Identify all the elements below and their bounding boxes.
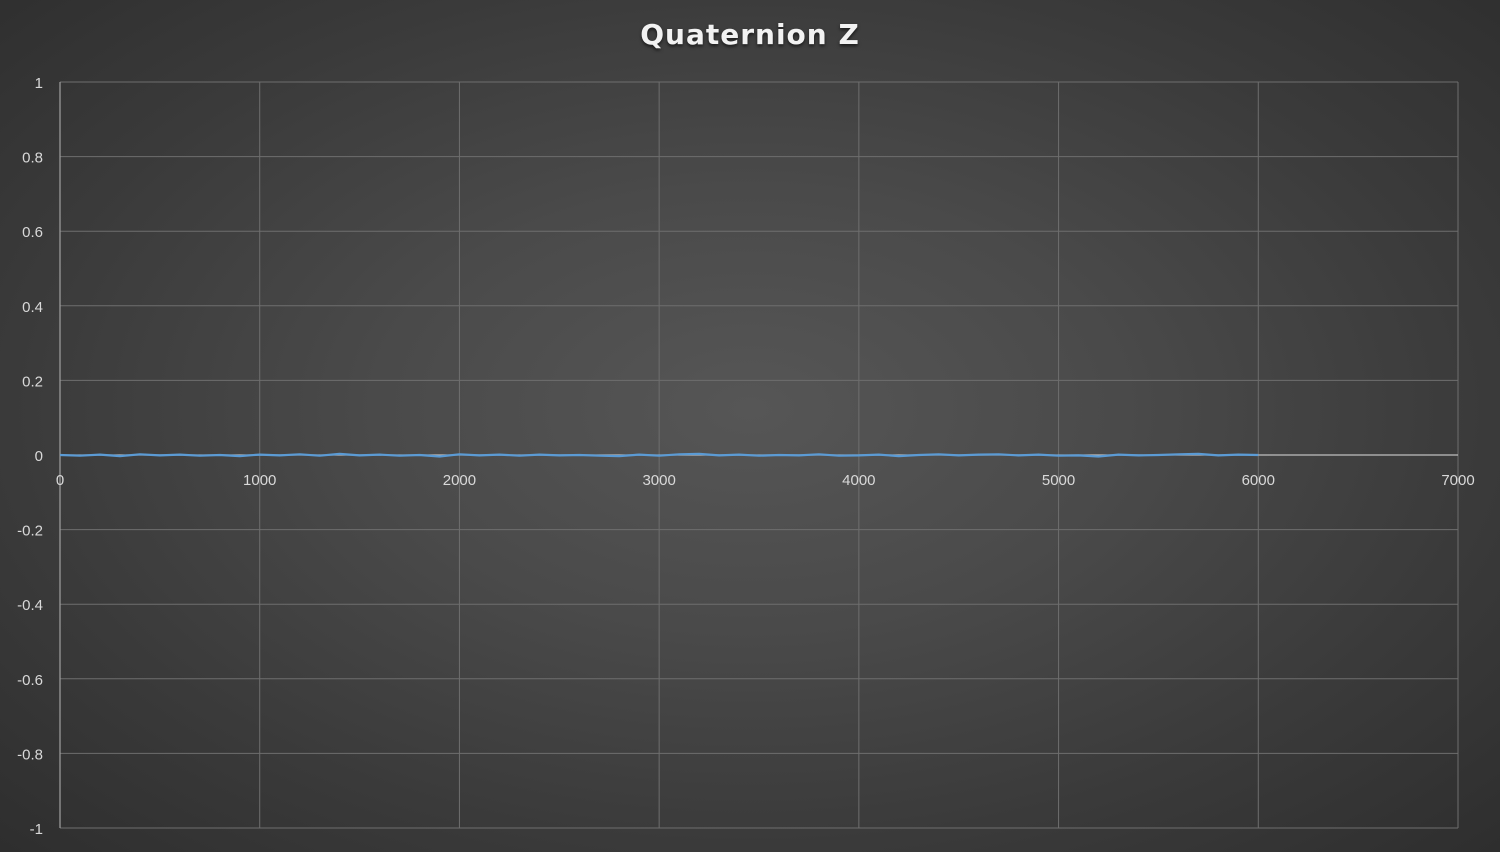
series-line <box>59 452 1259 458</box>
x-tick-label: 1000 <box>243 472 276 489</box>
y-tick-label: 0 <box>35 448 43 465</box>
y-tick-label: 0.8 <box>22 150 43 167</box>
series-layer <box>59 452 1259 458</box>
y-tick-label: -1 <box>30 821 43 838</box>
y-tick-label: -0.2 <box>17 523 43 540</box>
x-tick-label: 0 <box>56 472 64 489</box>
y-tick-label: -0.8 <box>17 746 43 763</box>
y-tick-label: -0.4 <box>17 597 43 614</box>
y-tick-label: 0.2 <box>22 373 43 390</box>
x-tick-label: 2000 <box>443 472 476 489</box>
label-layer: 1 0.8 0.6 0.4 0.2 0 -0.2 -0.4 -0.6 -0.8 -1 0 1000 200… <box>17 75 1475 838</box>
chart-title: Quaternion Z <box>640 18 860 51</box>
x-tick-label: 6000 <box>1242 472 1275 489</box>
x-tick-label: 7000 <box>1441 472 1474 489</box>
y-tick-label: 0.6 <box>22 224 43 241</box>
y-tick-label: 0.4 <box>22 299 43 316</box>
x-tick-label: 4000 <box>842 472 875 489</box>
y-tick-label: -0.6 <box>17 672 43 689</box>
y-tick-label: 1 <box>35 75 43 92</box>
x-tick-label: 5000 <box>1042 472 1075 489</box>
x-tick-label: 3000 <box>642 472 675 489</box>
